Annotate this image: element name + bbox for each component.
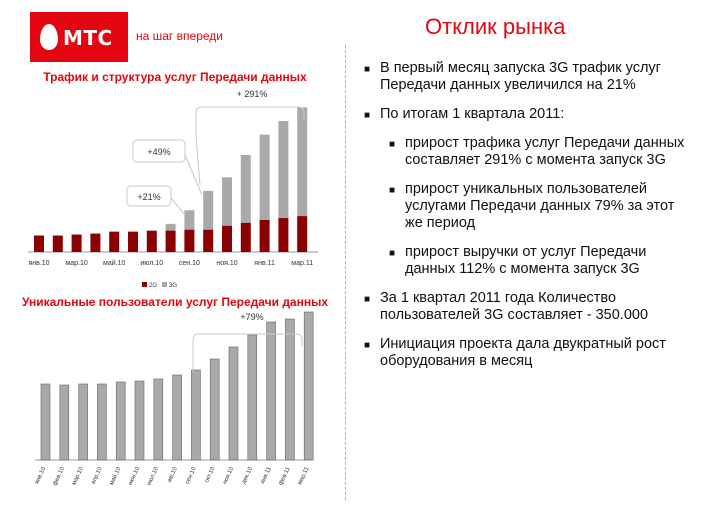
bar-2g xyxy=(184,229,195,252)
bar xyxy=(191,369,201,461)
bullet-item: По итогам 1 квартала 2011: xyxy=(364,106,694,124)
x-tick-label: ноя.10 xyxy=(216,260,237,267)
bar xyxy=(209,358,220,461)
x-tick-label: янв.10 xyxy=(34,466,47,486)
bar-2g xyxy=(203,229,214,252)
bullet-item: В первый месяц запуска 3G трафик услуг П… xyxy=(364,60,694,94)
x-tick-label: май.10 xyxy=(103,259,125,267)
legend-label-2g: 2G xyxy=(149,283,157,289)
brand-name: МТС xyxy=(63,26,113,50)
bar-2g xyxy=(146,230,157,252)
x-tick-label: мар.10 xyxy=(71,466,85,486)
x-tick-label: фев.11 xyxy=(278,466,292,487)
bullet-list: В первый месяц запуска 3G трафик услуг П… xyxy=(364,60,694,382)
callout-box xyxy=(132,139,186,163)
bar-2g xyxy=(52,235,63,252)
bar xyxy=(134,380,145,461)
annotation-79: +79% xyxy=(240,312,263,322)
bar-3g xyxy=(240,155,251,223)
x-tick-label: окт.10 xyxy=(204,466,217,484)
bar-2g xyxy=(297,216,308,252)
annotation-49: +49% xyxy=(147,147,170,157)
x-tick-label: сен.10 xyxy=(185,466,198,485)
bar-3g xyxy=(203,190,214,230)
x-tick-label: май.10 xyxy=(108,465,123,486)
annotation-291: + 291% xyxy=(237,89,268,99)
bullet-item: Инициация проекта дала двукратный рост о… xyxy=(364,336,694,370)
slide-title: Отклик рынка xyxy=(425,14,566,39)
bar xyxy=(172,374,182,461)
bar-3g xyxy=(165,223,176,231)
bar-3g xyxy=(222,177,232,226)
traffic-chart: янв.10 мар.10 май.10 июл.10 сен.10 ноя.10 янв.… xyxy=(28,89,318,289)
bar-3g xyxy=(259,134,270,220)
bar-2g xyxy=(240,222,251,252)
mts-logo: МТС xyxy=(30,12,128,62)
callout-line xyxy=(195,136,201,186)
x-tick-label: янв.11 xyxy=(260,466,273,485)
bar-2g xyxy=(222,225,232,252)
x-tick-label: ноя.10 xyxy=(222,466,235,486)
bar-2g xyxy=(71,234,82,252)
annotation-21: +21% xyxy=(137,192,160,202)
bar xyxy=(285,318,295,461)
bar-2g xyxy=(109,231,120,252)
egg-icon xyxy=(40,24,58,50)
bar xyxy=(247,334,258,461)
users-chart: янв.10 фев.10 мар.10 апр.10 май.10 июн.10 июл.… xyxy=(34,311,314,487)
sub-bullet-item: прирост трафика услуг Передачи данных со… xyxy=(389,135,694,169)
x-tick-label: дек.10 xyxy=(241,466,254,485)
bar xyxy=(78,383,88,461)
bar-3g xyxy=(297,107,308,217)
bar-2g xyxy=(165,230,176,252)
x-tick-label: апр.10 xyxy=(91,466,104,486)
chart1-title: Трафик и структура услуг Передачи данных xyxy=(43,70,307,84)
bar xyxy=(97,383,107,461)
x-tick-label: фев.10 xyxy=(52,466,66,487)
bar xyxy=(40,383,51,461)
bar xyxy=(228,346,239,461)
sub-bullet-item: прирост уникальных пользователей услугам… xyxy=(389,181,694,232)
bar-2g xyxy=(34,235,44,252)
bar xyxy=(266,321,276,461)
divider xyxy=(345,45,346,500)
sub-bullet-item: прирост выручки от услуг Передачи данных… xyxy=(389,244,694,278)
x-tick-label: авг.10 xyxy=(167,466,180,484)
callout-line xyxy=(170,197,186,216)
bar xyxy=(115,381,126,461)
bar-2g xyxy=(90,233,101,252)
legend-swatch-3g xyxy=(162,282,167,287)
bar-3g xyxy=(278,121,289,219)
x-tick-label: июл.10 xyxy=(146,466,160,487)
slogan: на шаг впереди xyxy=(136,29,223,43)
x-tick-label: сен.10 xyxy=(179,260,200,267)
chart2-title: Уникальные пользователи услуг Передачи д… xyxy=(21,295,329,309)
callout-box xyxy=(126,185,172,207)
callout-line xyxy=(184,154,203,196)
legend-swatch-2g xyxy=(142,282,147,287)
bar xyxy=(153,378,164,461)
bar-2g xyxy=(278,218,289,252)
x-tick-label: янв.11 xyxy=(254,260,275,267)
x-tick-label: мар.11 xyxy=(291,260,313,267)
bullet-item: За 1 квартал 2011 года Количество пользо… xyxy=(364,290,694,324)
x-tick-label: янв.10 xyxy=(28,260,49,267)
bar-2g xyxy=(128,231,138,252)
bracket xyxy=(195,106,305,137)
bracket xyxy=(192,333,303,372)
bar xyxy=(59,384,70,461)
x-tick-label: июн.10 xyxy=(128,466,142,487)
bar-2g xyxy=(259,219,270,252)
x-tick-label: мар.10 xyxy=(65,260,87,267)
x-tick-label: июл.10 xyxy=(140,260,163,267)
bar xyxy=(303,311,314,461)
legend-label-3g: 3G xyxy=(169,283,177,289)
x-tick-label: мар.11 xyxy=(297,466,311,486)
bar-3g xyxy=(184,210,195,230)
